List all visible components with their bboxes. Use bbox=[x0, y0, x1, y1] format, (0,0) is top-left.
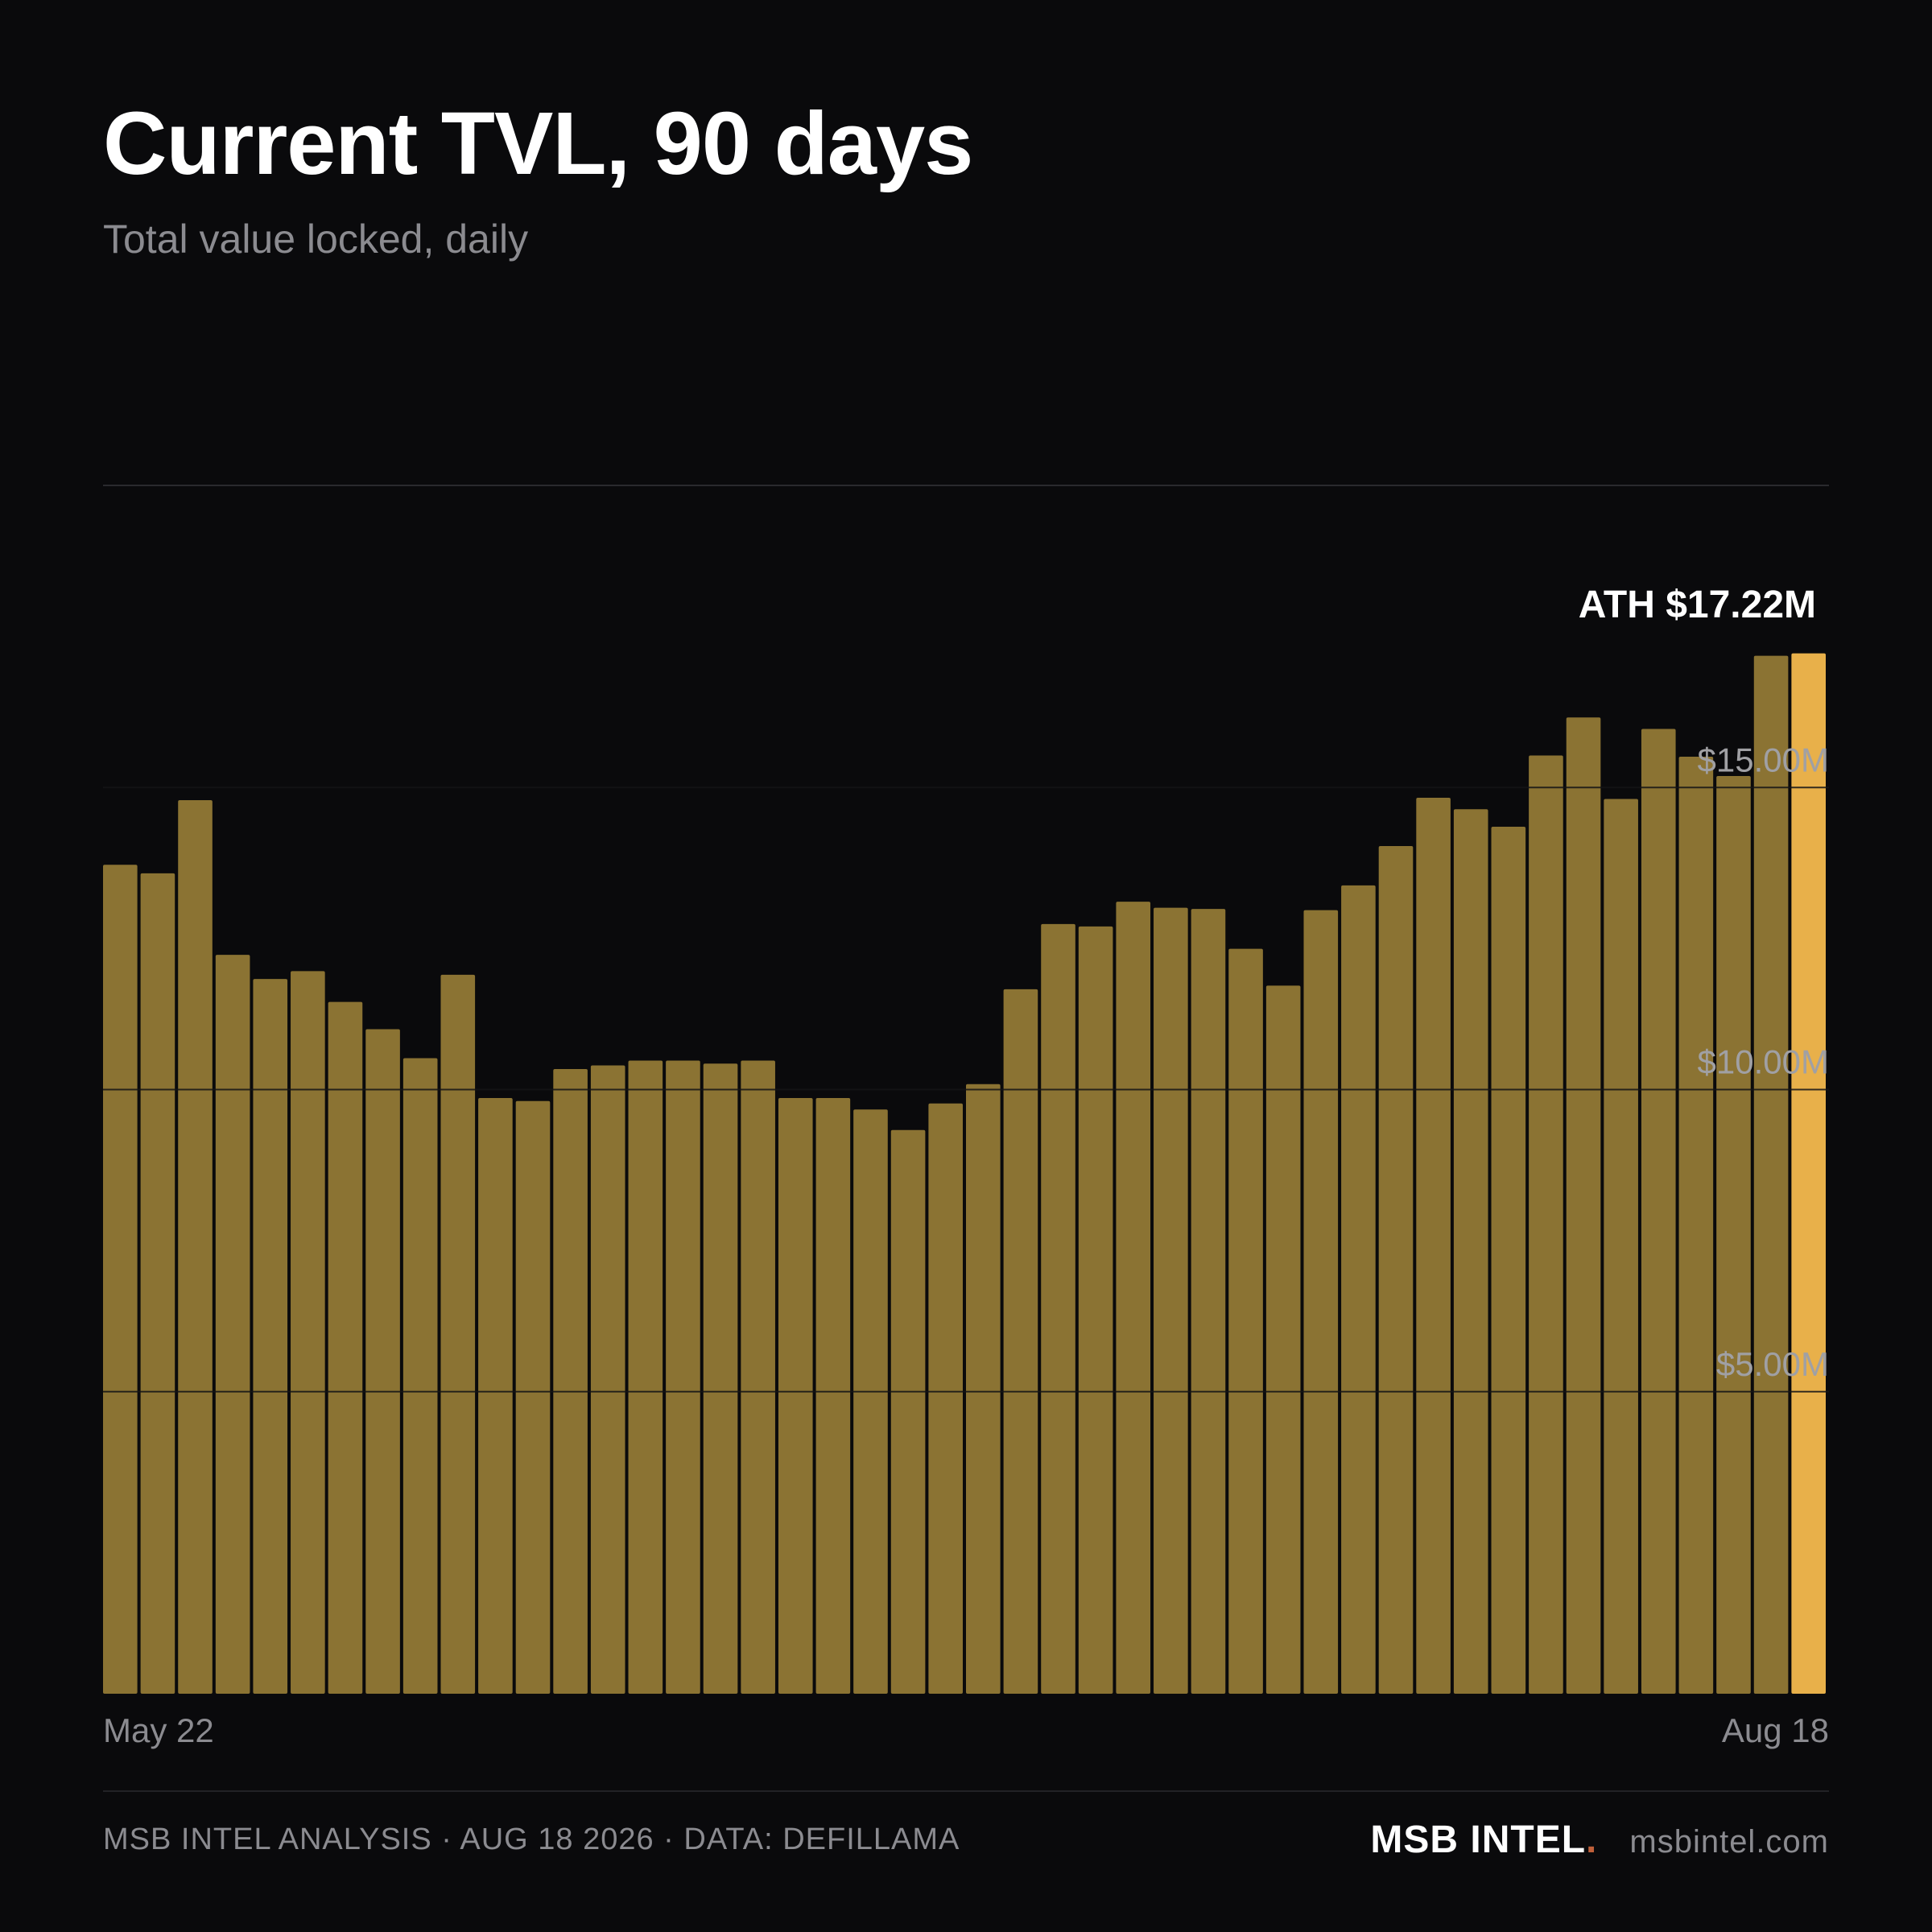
bar bbox=[1078, 926, 1113, 1694]
bar-highlight bbox=[1791, 653, 1826, 1694]
bar bbox=[291, 971, 325, 1694]
brand-name: MSB INTEL bbox=[1370, 1818, 1587, 1861]
bar bbox=[815, 1098, 851, 1694]
bar bbox=[1228, 948, 1263, 1694]
x-axis-start-label: May 22 bbox=[103, 1711, 214, 1749]
bar bbox=[215, 955, 250, 1694]
bar bbox=[440, 974, 476, 1694]
bar bbox=[478, 1098, 513, 1694]
chart-title: Current TVL, 90 days bbox=[103, 94, 973, 193]
bar bbox=[628, 1060, 663, 1694]
bar bbox=[1716, 775, 1751, 1694]
bar bbox=[778, 1098, 813, 1694]
bar bbox=[1678, 756, 1714, 1694]
bar bbox=[553, 1068, 588, 1694]
brand-dot: . bbox=[1586, 1818, 1598, 1861]
bar bbox=[1116, 902, 1151, 1694]
brand-block: MSB INTEL. msbintel.com bbox=[1370, 1818, 1829, 1862]
bar bbox=[1041, 923, 1075, 1694]
bar bbox=[1154, 907, 1188, 1694]
bar bbox=[928, 1103, 963, 1694]
bar bbox=[1604, 799, 1638, 1694]
bar bbox=[1341, 885, 1376, 1694]
bar bbox=[402, 1058, 438, 1694]
chart-subtitle: Total value locked, daily bbox=[103, 217, 529, 262]
bar bbox=[666, 1060, 700, 1694]
bar bbox=[1566, 717, 1601, 1695]
bar bbox=[966, 1084, 1001, 1694]
bar bbox=[1753, 655, 1789, 1694]
bar bbox=[741, 1060, 775, 1694]
y-tick-label: $5.00M bbox=[1716, 1345, 1829, 1383]
x-axis-end-label: Aug 18 bbox=[1721, 1711, 1829, 1749]
bar bbox=[1191, 909, 1226, 1694]
bar bbox=[1529, 755, 1563, 1694]
bar bbox=[1303, 910, 1339, 1694]
bar-series bbox=[103, 653, 1826, 1695]
ath-annotation: ATH $17.22M bbox=[1579, 584, 1816, 626]
bar bbox=[140, 873, 175, 1694]
brand-url[interactable]: msbintel.com bbox=[1629, 1824, 1829, 1860]
bar bbox=[1378, 846, 1414, 1694]
bar bbox=[890, 1129, 926, 1694]
bar bbox=[853, 1109, 888, 1694]
bar bbox=[365, 1029, 400, 1694]
y-axis-ticks: $5.00M $10.00M $15.00M bbox=[1698, 741, 1829, 1383]
bar bbox=[103, 865, 138, 1694]
footer-divider bbox=[103, 1790, 1829, 1792]
bar bbox=[328, 1001, 363, 1694]
bar bbox=[1491, 827, 1526, 1694]
bar bbox=[1641, 729, 1676, 1695]
bar bbox=[1416, 798, 1451, 1694]
source-note: MSB INTEL ANALYSIS · AUG 18 2026 · DATA:… bbox=[103, 1823, 960, 1856]
y-tick-label: $15.00M bbox=[1698, 741, 1829, 778]
bar bbox=[703, 1063, 738, 1694]
bar bbox=[1265, 985, 1301, 1694]
gridlines bbox=[103, 786, 1829, 1393]
bar bbox=[1003, 989, 1038, 1694]
bar bbox=[515, 1100, 551, 1694]
y-tick-label: $10.00M bbox=[1698, 1043, 1829, 1081]
bar bbox=[1453, 809, 1488, 1694]
bar bbox=[178, 800, 213, 1694]
bar bbox=[590, 1065, 625, 1694]
brand-logo: MSB INTEL. bbox=[1370, 1818, 1597, 1862]
bar bbox=[253, 979, 288, 1694]
